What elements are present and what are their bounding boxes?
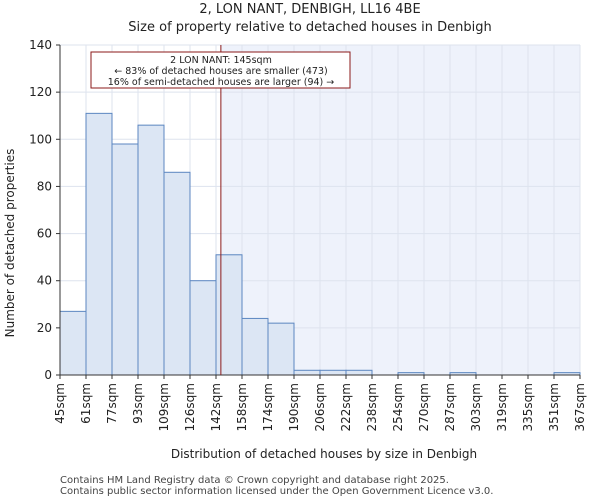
x-tick-label: 109sqm <box>157 383 171 431</box>
bar-109sqm <box>163 171 191 376</box>
x-tick-label: 270sqm <box>417 383 431 431</box>
bar-61sqm <box>85 112 113 376</box>
x-tick-label: 45sqm <box>53 383 67 424</box>
x-tick-label: 222sqm <box>339 383 353 431</box>
bar-142sqm <box>215 254 243 376</box>
x-tick-label: 206sqm <box>313 383 327 431</box>
x-tick-label: 254sqm <box>391 383 405 431</box>
x-tick-label: 158sqm <box>235 383 249 431</box>
x-tick-label: 319sqm <box>495 383 509 431</box>
y-tick-label: 120 <box>29 85 52 99</box>
footer-line-2: Contains public sector information licen… <box>60 486 493 497</box>
x-tick-label: 93sqm <box>131 383 145 424</box>
bar-77sqm <box>111 143 139 376</box>
bar-174sqm <box>267 322 295 376</box>
bar-93sqm <box>137 124 165 376</box>
x-tick-label: 174sqm <box>261 383 275 431</box>
annotation-box: 2 LON NANT: 145sqm ← 83% of detached hou… <box>90 51 351 89</box>
x-ticks: 45sqm 61sqm 77sqm 93sqm 109sqm 126sqm 142sqm 15… <box>53 375 587 431</box>
bar-45sqm <box>59 310 87 376</box>
x-axis-label: Distribution of detached houses by size … <box>171 447 477 461</box>
chart-subtitle: Size of property relative to detached ho… <box>128 20 491 35</box>
annotation-line-1: 2 LON NANT: 145sqm <box>170 55 272 66</box>
x-tick-label: 142sqm <box>209 383 223 431</box>
x-tick-label: 351sqm <box>547 383 561 431</box>
bar-190sqm <box>293 369 321 376</box>
x-tick-label: 367sqm <box>573 383 587 431</box>
annotation-line-3: 16% of semi-detached houses are larger (… <box>108 77 335 88</box>
x-tick-label: 190sqm <box>287 383 301 431</box>
footer-line-1: Contains HM Land Registry data © Crown c… <box>60 475 449 486</box>
y-tick-label: 20 <box>37 321 52 335</box>
x-tick-label: 77sqm <box>105 383 119 424</box>
y-tick-label: 80 <box>37 179 52 193</box>
y-tick-label: 100 <box>29 132 52 146</box>
bar-158sqm <box>241 317 269 376</box>
highlight-region <box>220 45 580 375</box>
x-tick-label: 61sqm <box>79 383 93 424</box>
bars <box>59 112 581 376</box>
bar-222sqm <box>345 369 373 376</box>
y-ticks: 0 20 40 60 80 100 120 140 <box>29 38 60 382</box>
y-tick-label: 140 <box>29 38 52 52</box>
chart-title: 2, LON NANT, DENBIGH, LL16 4BE <box>199 2 420 17</box>
x-tick-label: 287sqm <box>443 383 457 431</box>
annotation-frame <box>90 51 351 89</box>
y-tick-label: 0 <box>44 368 52 382</box>
x-tick-label: 238sqm <box>365 383 379 431</box>
bar-206sqm <box>319 369 347 376</box>
y-tick-label: 40 <box>37 274 52 288</box>
x-tick-label: 335sqm <box>521 383 535 431</box>
y-tick-label: 60 <box>37 227 52 241</box>
annotation-line-2: ← 83% of detached houses are smaller (47… <box>114 66 327 77</box>
x-tick-label: 303sqm <box>469 383 483 431</box>
x-tick-label: 126sqm <box>183 383 197 431</box>
y-axis-label: Number of detached properties <box>3 149 17 338</box>
bar-126sqm <box>189 280 217 376</box>
